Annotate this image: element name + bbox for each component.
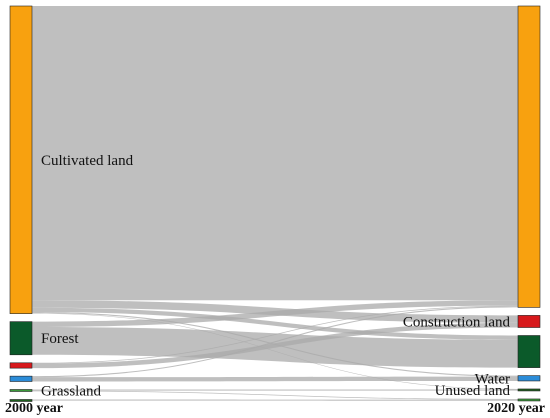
flow-links [32,6,518,401]
right-node-R_water [517,375,541,382]
left-node-L_cult [9,5,33,314]
right-node-label-R_unused: Unused land [435,383,511,399]
right-node-R_unused [517,388,541,392]
right-node-R_forest [517,335,541,368]
flow-L_constr-to-R_constr [32,322,518,369]
flow-L_cult-to-R_cult [32,6,518,301]
left-node-L_water [9,375,33,382]
right-node-R_cult [517,5,541,308]
right-node-R_constr [517,315,541,328]
flow-L_forest-to-R_cult [32,300,518,327]
flow-L_cult-to-R_forest [32,307,518,340]
flow-L_grass-to-R_unused [32,389,518,391]
flow-L_grass-to-R_grass [32,390,518,400]
flow-L_water-to-R_cult [32,306,518,378]
right-node-label-R_constr: Construction land [403,314,511,330]
left-node-label-L_forest: Forest [41,331,79,347]
left-node-label-L_cult: Cultivated land [41,153,134,169]
right-node-R_grass [517,398,541,402]
right-node-label-R_water: Water [475,371,510,387]
left-axis-label: 2000 year [5,401,63,416]
left-node-label-L_grass: Grassland [41,383,101,399]
left-node-L_unused [9,399,33,402]
flow-L_constr-to-R_cult [32,305,518,364]
flow-nodes [9,5,541,402]
left-node-L_constr [9,362,33,369]
node-labels: Cultivated land Forest Grassland Constructi… [41,153,510,400]
right-axis-label: 2020 year [487,401,545,416]
left-node-L_grass [9,389,33,392]
flow-L_water-to-R_water [32,376,518,382]
flow-L_unused-to-R_grass [32,399,518,401]
left-node-L_forest [9,321,33,356]
